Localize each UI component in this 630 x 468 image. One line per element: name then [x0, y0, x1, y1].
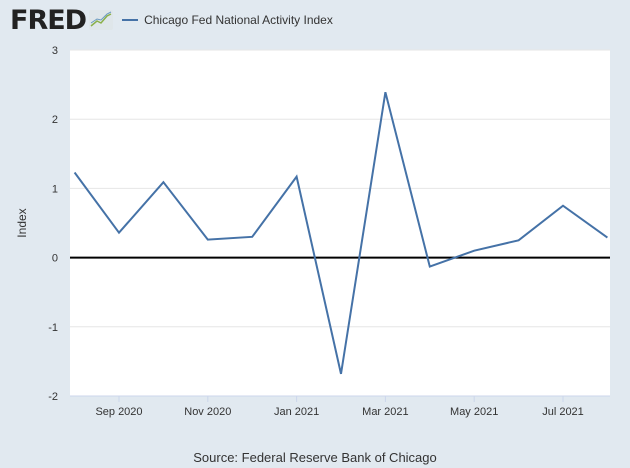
- x-tick-label: Nov 2020: [184, 406, 231, 418]
- x-tick-label: May 2021: [450, 406, 498, 418]
- x-tick-label: Sep 2020: [95, 406, 142, 418]
- x-tick-label: Jan 2021: [274, 406, 319, 418]
- x-tick-label: Jul 2021: [542, 406, 584, 418]
- series-line: [73, 91, 608, 375]
- fred-chart-icon: [89, 10, 114, 30]
- legend-label: Chicago Fed National Activity Index: [144, 13, 333, 27]
- chart-header: FRED Chicago Fed National Activity Index: [10, 4, 333, 36]
- y-tick-label: 2: [52, 114, 58, 126]
- legend-swatch: [122, 19, 139, 21]
- y-axis-label: Index: [15, 208, 29, 237]
- fred-logo: FRED: [10, 4, 87, 36]
- legend[interactable]: Chicago Fed National Activity Index: [122, 13, 333, 27]
- y-tick-label: 1: [52, 183, 58, 195]
- y-tick-label: -1: [48, 322, 58, 334]
- plot-area: [70, 50, 610, 396]
- y-tick-label: -2: [48, 391, 58, 403]
- y-tick-label: 3: [52, 45, 58, 57]
- chart: 3 2 1 0 -1 -2 Sep 2020 Nov 2020 Jan 2021 Mar 202…: [15, 45, 610, 418]
- x-tick-label: Mar 2021: [362, 406, 408, 418]
- source-note: Source: Federal Reserve Bank of Chicago: [193, 450, 437, 465]
- y-tick-label: 0: [52, 253, 58, 265]
